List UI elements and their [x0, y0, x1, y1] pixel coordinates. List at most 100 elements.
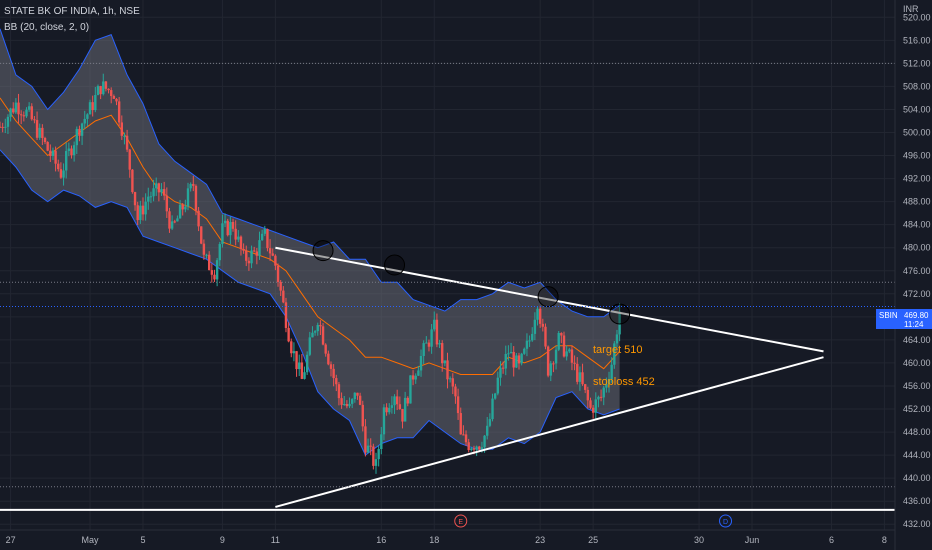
candle-body: [260, 233, 264, 241]
candle-body: [483, 435, 486, 448]
dividend-event-icon[interactable]: D: [719, 514, 733, 528]
candle-body: [504, 353, 507, 369]
candle-body: [480, 447, 484, 450]
candle-body: [602, 387, 605, 398]
upper-trendline: [275, 246, 824, 353]
y-tick-label: 472.00: [903, 289, 931, 299]
candle-body: [427, 342, 431, 347]
candle-body: [223, 220, 227, 224]
candle-body: [170, 221, 174, 229]
candle-body: [49, 150, 52, 157]
candle-body: [554, 349, 558, 364]
candle-body: [112, 95, 116, 99]
last-price-tag[interactable]: SBIN 469.80 11:24: [876, 309, 932, 329]
candle-body: [184, 206, 187, 210]
candle-body: [573, 362, 576, 364]
price-tag-price: 469.80: [904, 311, 929, 320]
candle-body: [35, 120, 39, 138]
candle-body: [128, 149, 131, 170]
candle-body: [350, 399, 354, 404]
candle-body: [459, 413, 462, 435]
touch-circle: [384, 254, 406, 276]
candle-body: [205, 254, 208, 256]
event-letter: E: [458, 519, 463, 526]
candle-body: [149, 196, 153, 198]
candle-body: [419, 355, 423, 371]
candle-body: [202, 243, 206, 255]
candle-body: [528, 340, 531, 342]
candle-body: [353, 392, 357, 400]
price-tag-countdown: 11:24: [904, 320, 924, 329]
candle-body: [422, 343, 425, 356]
x-tick-label: 9: [220, 535, 225, 545]
y-tick-label: 480.00: [903, 243, 931, 253]
candle-body: [358, 395, 362, 405]
candle-body: [486, 425, 489, 436]
touch-circle: [537, 286, 559, 308]
candle-body: [271, 253, 274, 256]
y-tick-label: 516.00: [903, 35, 931, 45]
candle-body: [589, 400, 592, 408]
candles: [0, 73, 621, 474]
candle-body: [369, 445, 372, 447]
candle-body: [78, 128, 81, 136]
x-tick-label: Jun: [745, 535, 760, 545]
candle-body: [417, 370, 420, 376]
candle-body: [215, 260, 219, 280]
candle-body: [406, 397, 409, 404]
candle-body: [218, 244, 221, 261]
candle-body: [576, 363, 579, 382]
candle-body: [139, 205, 142, 221]
candle-body: [72, 145, 76, 156]
candle-body: [22, 115, 26, 117]
bollinger-band: [0, 28, 620, 456]
candle-body: [88, 102, 92, 115]
candle-body: [388, 407, 391, 413]
x-tick-label: 27: [6, 535, 16, 545]
price-axis: 520.00 516.00 512.00 508.00 504.00 500.00 496.…: [894, 0, 931, 550]
candle-body: [237, 236, 240, 240]
candle-body: [54, 150, 57, 164]
currency-label: INR: [903, 4, 919, 14]
y-tick-label: 476.00: [903, 266, 931, 276]
candle-body: [470, 448, 473, 451]
candle-body: [583, 384, 587, 390]
candle-body: [131, 169, 134, 193]
candle-body: [531, 333, 534, 341]
candle-body: [242, 249, 245, 251]
candle-body: [356, 392, 359, 396]
candle-body: [192, 184, 195, 186]
y-tick-label: 448.00: [903, 427, 931, 437]
y-tick-label: 500.00: [903, 128, 931, 138]
candle-body: [14, 102, 18, 113]
candle-body: [200, 226, 203, 244]
candle-body: [239, 236, 243, 250]
candle-body: [345, 403, 349, 407]
y-tick-label: 508.00: [903, 81, 931, 91]
candle-body: [160, 189, 163, 193]
candle-body: [435, 319, 439, 345]
candle-body: [570, 349, 574, 363]
candle-body: [250, 250, 253, 264]
candle-body: [86, 114, 89, 119]
candle-body: [30, 106, 33, 120]
candle-body: [258, 240, 261, 256]
candle-body: [189, 184, 192, 189]
candle-body: [305, 354, 309, 373]
candle-body: [168, 211, 171, 229]
y-tick-label: 504.00: [903, 104, 931, 114]
earnings-event-icon[interactable]: E: [454, 514, 468, 528]
candle-body: [298, 362, 301, 370]
candle-body: [496, 377, 500, 394]
candle-body: [607, 378, 611, 385]
candle-body: [332, 368, 335, 379]
candle-body: [544, 326, 547, 347]
candle-body: [536, 308, 539, 320]
candle-body: [398, 404, 402, 410]
candle-body: [586, 389, 590, 401]
candle-body: [0, 126, 2, 128]
candle-body: [308, 337, 312, 355]
candle-body: [491, 398, 494, 420]
candle-body: [319, 325, 322, 327]
